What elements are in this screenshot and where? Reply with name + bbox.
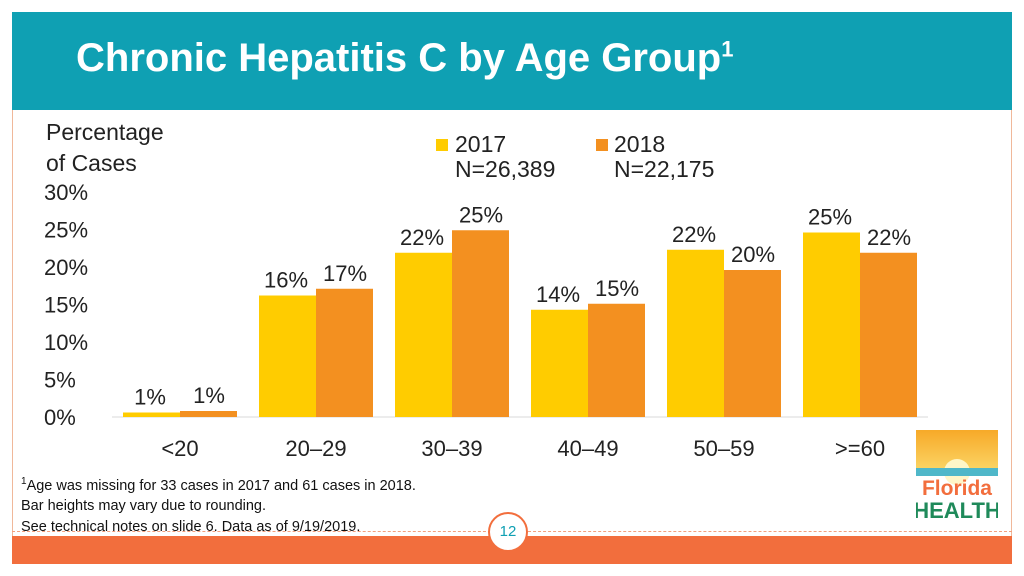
florida-health-logo: Florida HEALTH xyxy=(916,430,998,520)
legend-entry-2017: 2017 N=26,389 xyxy=(455,132,555,182)
x-tick-label-4: 50–59 xyxy=(693,436,754,461)
footnote-line3: See technical notes on slide 6. Data as … xyxy=(21,518,361,535)
y-tick-label-0: 0% xyxy=(44,405,76,430)
bar-2018-4 xyxy=(724,270,781,417)
bar-2017-5 xyxy=(803,232,860,417)
footnotes: 1Age was missing for 33 cases in 2017 an… xyxy=(21,472,416,537)
bar-2017-1 xyxy=(259,295,316,417)
bar-2017-3 xyxy=(531,309,588,417)
y-axis-title: Percentage of Cases xyxy=(46,117,164,179)
data-label-2017-5: 25% xyxy=(808,205,852,230)
bar-2018-5 xyxy=(860,252,917,417)
data-label-2017-0: 1% xyxy=(134,385,166,410)
x-tick-label-0: <20 xyxy=(161,436,198,461)
data-label-2018-5: 22% xyxy=(867,225,911,250)
x-tick-label-3: 40–49 xyxy=(557,436,618,461)
legend-swatch-2017 xyxy=(436,139,448,151)
bar-2017-0 xyxy=(123,412,180,417)
legend-n-2017: N=26,389 xyxy=(455,156,556,182)
title-footnote-marker: 1 xyxy=(721,36,734,62)
data-label-2018-4: 20% xyxy=(731,242,775,267)
y-tick-label-5: 25% xyxy=(44,218,88,243)
data-label-2018-0: 1% xyxy=(193,383,225,408)
slide-title: Chronic Hepatitis C by Age Group1 xyxy=(76,36,734,80)
data-label-2017-2: 22% xyxy=(400,225,444,250)
logo-text-health: HEALTH xyxy=(916,498,998,520)
y-tick-label-6: 30% xyxy=(44,180,88,205)
y-axis-title-line2: of Cases xyxy=(46,150,137,176)
bar-2018-2 xyxy=(452,230,509,417)
footnote-marker: 1 xyxy=(21,476,27,487)
legend-label-2017: 2017 xyxy=(455,131,507,157)
legend-entry-2018: 2018 N=22,175 xyxy=(614,132,714,182)
logo-text-florida: Florida xyxy=(922,477,992,500)
footnote-line1: 1Age was missing for 33 cases in 2017 an… xyxy=(21,476,416,494)
y-tick-label-1: 5% xyxy=(44,368,76,393)
legend-swatch-2018 xyxy=(596,139,608,151)
bar-2018-3 xyxy=(588,303,645,417)
x-tick-label-2: 30–39 xyxy=(421,436,482,461)
footnote-line2: Bar heights may vary due to rounding. xyxy=(21,498,267,515)
legend-label-2018: 2018 xyxy=(614,131,666,157)
y-tick-label-4: 20% xyxy=(44,255,88,280)
bar-2017-4 xyxy=(667,249,724,417)
logo-wave xyxy=(916,468,998,476)
page-number: 12 xyxy=(488,512,528,552)
data-label-2018-2: 25% xyxy=(459,202,503,227)
data-label-2017-1: 16% xyxy=(264,268,308,293)
legend-n-2018: N=22,175 xyxy=(614,156,715,182)
bar-2018-1 xyxy=(316,288,373,417)
bar-2017-2 xyxy=(395,252,452,417)
data-label-2017-3: 14% xyxy=(536,282,580,307)
y-tick-label-2: 10% xyxy=(44,330,88,355)
x-tick-label-5: >=60 xyxy=(835,436,885,461)
data-label-2018-1: 17% xyxy=(323,261,367,286)
y-tick-label-3: 15% xyxy=(44,293,88,318)
y-axis-title-line1: Percentage xyxy=(46,119,164,145)
data-label-2017-4: 22% xyxy=(672,222,716,247)
x-tick-label-1: 20–29 xyxy=(285,436,346,461)
header-band xyxy=(12,12,1012,110)
data-label-2018-3: 15% xyxy=(595,276,639,301)
bar-2018-0 xyxy=(180,411,237,417)
